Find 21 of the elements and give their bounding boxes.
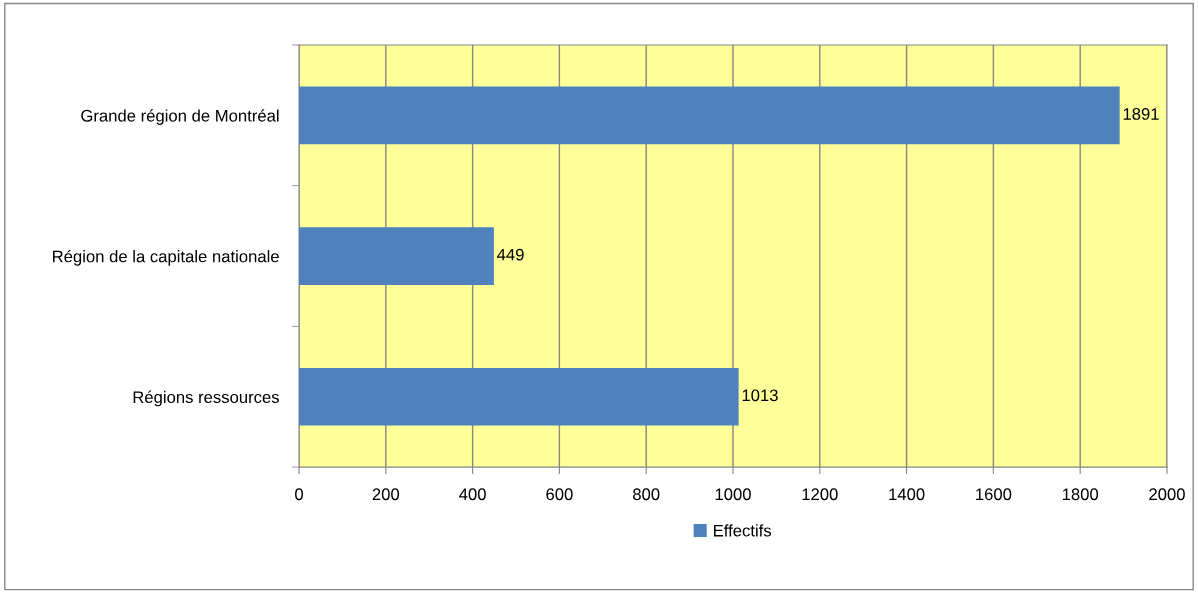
x-tick-label: 1000	[715, 488, 751, 501]
y-tick-label: Grande région de Montréal	[81, 109, 279, 125]
x-tick-label: 600	[546, 488, 573, 501]
x-tick-label: 0	[295, 488, 303, 501]
data-label: 1013	[742, 389, 778, 402]
x-tick-label: 1200	[802, 488, 838, 501]
data-label: 1891	[1123, 108, 1159, 120]
x-tick-label: 800	[633, 488, 660, 501]
y-tick-label: Région de la capitale nationale	[53, 249, 279, 266]
x-tick-label: 1600	[976, 488, 1012, 501]
bar	[299, 86, 1120, 145]
x-tick-label: 400	[459, 488, 486, 501]
legend-label: Effectifs	[714, 524, 772, 537]
bar	[299, 367, 739, 426]
x-tick-label: 200	[372, 488, 400, 501]
x-tick-label: 2000	[1149, 488, 1185, 501]
x-tick-label: 1400	[889, 488, 925, 501]
x-tick-label: 1800	[1062, 488, 1099, 501]
bar	[299, 227, 494, 285]
y-tick-label: Régions ressources	[133, 390, 279, 407]
data-label: 449	[497, 248, 524, 261]
